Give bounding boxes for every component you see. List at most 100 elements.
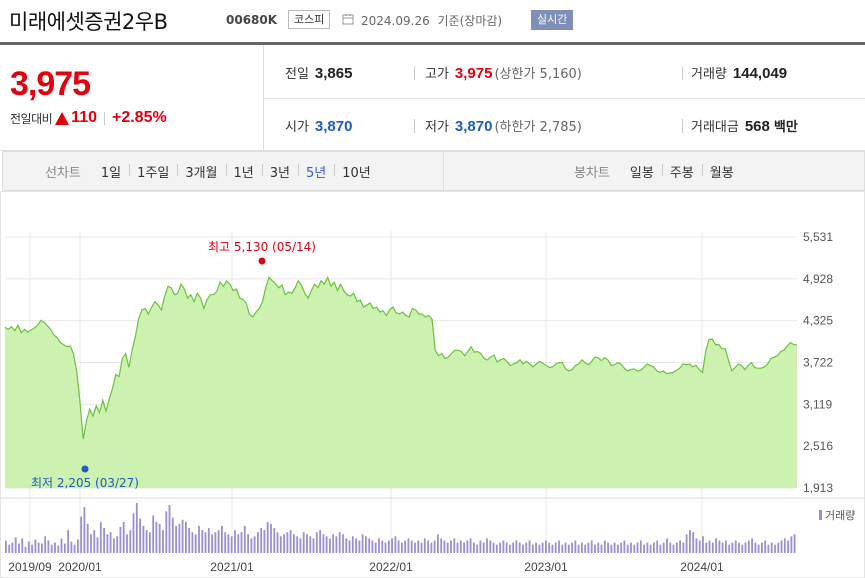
volume-bar — [296, 536, 299, 553]
candle-weekly[interactable]: 주봉 — [661, 162, 702, 181]
volume-bar — [266, 521, 269, 554]
volume-bar — [152, 515, 155, 553]
volume-bar — [669, 542, 672, 553]
volume-bar — [289, 530, 292, 553]
y-tick-label: 1,913 — [803, 481, 833, 495]
volume-bar — [368, 538, 371, 553]
volume-bar — [178, 523, 181, 553]
period-10y[interactable]: 10년 — [334, 162, 379, 181]
stat-high-label: 고가 — [425, 67, 449, 82]
volume-bar — [401, 542, 403, 553]
volume-bar — [273, 528, 276, 553]
volume-bar — [561, 544, 564, 553]
stat-prev: 전일 3,865 — [285, 63, 352, 82]
volume-bar — [528, 540, 531, 553]
volume-bar — [24, 546, 27, 554]
volume-bar — [790, 536, 793, 553]
volume-bar — [705, 542, 708, 553]
volume-bar — [122, 521, 125, 554]
volume-bar — [417, 540, 420, 553]
volume-bar — [522, 544, 524, 553]
period-1w[interactable]: 1주일 — [129, 162, 177, 181]
volume-legend-swatch — [819, 510, 822, 520]
volume-bar — [116, 536, 119, 553]
volume-bar — [378, 538, 380, 553]
stat-amount-label: 거래대금 — [691, 120, 739, 135]
volume-bar — [135, 503, 138, 553]
price-panel: 3,975 전일대비 110 +2.85% 전일 3,865 고가 3,975 (상한… — [0, 45, 865, 151]
y-tick-label: 3,119 — [803, 397, 832, 411]
volume-bar — [99, 521, 102, 554]
realtime-button[interactable]: 실시간 — [531, 10, 574, 30]
volume-bar — [119, 527, 122, 553]
volume-bar — [322, 534, 325, 554]
volume-bar — [725, 540, 727, 553]
volume-bar — [603, 540, 606, 553]
volume-bar — [626, 544, 629, 553]
volume-bar — [221, 525, 223, 553]
volume-bar — [476, 544, 479, 553]
volume-bar — [194, 534, 197, 554]
volume-bar — [342, 534, 344, 554]
x-tick-label: 2023/01 — [524, 560, 568, 574]
stat-volume-label: 거래량 — [691, 67, 727, 82]
volume-bar — [584, 544, 587, 553]
volume-bar — [770, 542, 773, 553]
stat-open-label: 시가 — [285, 120, 309, 135]
volume-bar — [410, 540, 413, 553]
volume-bar — [718, 540, 721, 553]
candle-chart-label: 봉차트 — [574, 165, 610, 181]
volume-bar — [250, 538, 253, 553]
volume-bar — [57, 545, 60, 553]
volume-bar — [348, 540, 351, 553]
stock-header: 미래에셋증권2우B 00680K 코스피 2024.09.26 기준(장마감) … — [0, 0, 865, 42]
candle-daily[interactable]: 일봉 — [629, 165, 654, 181]
volume-bar — [70, 541, 73, 553]
stat-amount: 거래대금 568 백만 — [691, 116, 798, 135]
volume-bar — [541, 542, 544, 553]
volume-bar — [142, 525, 145, 553]
period-1y[interactable]: 1년 — [225, 162, 262, 181]
volume-bar — [14, 537, 17, 553]
volume-bar — [106, 534, 109, 554]
period-3y[interactable]: 3년 — [261, 162, 298, 181]
volume-bar — [374, 542, 377, 553]
period-3m[interactable]: 3개월 — [177, 162, 225, 181]
volume-bar — [335, 536, 338, 553]
period-5y[interactable]: 5년 — [298, 162, 334, 181]
volume-bar — [463, 542, 465, 553]
volume-bar — [692, 532, 695, 553]
stock-name: 미래에셋증권2우B — [9, 10, 168, 34]
volume-bar — [505, 542, 508, 553]
volume-bar — [54, 542, 56, 553]
volume-bar — [747, 540, 750, 553]
period-1d[interactable]: 1일 — [100, 165, 122, 181]
volume-bar — [659, 544, 662, 553]
volume-bar — [145, 530, 148, 553]
volume-bar — [738, 542, 740, 553]
volume-bar — [531, 544, 534, 553]
volume-bar — [113, 538, 115, 553]
volume-bar — [499, 542, 501, 553]
candle-monthly[interactable]: 월봉 — [701, 162, 742, 181]
volume-bar — [574, 540, 577, 553]
volume-bar — [185, 521, 187, 554]
volume-bar — [656, 540, 659, 553]
stat-separator — [414, 119, 415, 133]
volume-bar — [702, 536, 704, 553]
volume-bar — [129, 530, 132, 553]
volume-bar — [433, 540, 436, 553]
stat-separator — [414, 66, 415, 80]
calendar-icon — [342, 14, 354, 25]
volume-bar — [774, 544, 776, 553]
volume-bar — [227, 534, 230, 554]
volume-bar — [551, 544, 554, 553]
volume-bar — [646, 542, 649, 553]
period-divider — [443, 152, 444, 190]
volume-bar — [767, 544, 770, 553]
up-arrow-icon — [55, 111, 70, 125]
volume-bar — [466, 540, 469, 553]
stat-volume: 거래량 144,049 — [691, 63, 787, 82]
volume-bar — [21, 538, 24, 553]
volume-bar — [391, 538, 393, 553]
